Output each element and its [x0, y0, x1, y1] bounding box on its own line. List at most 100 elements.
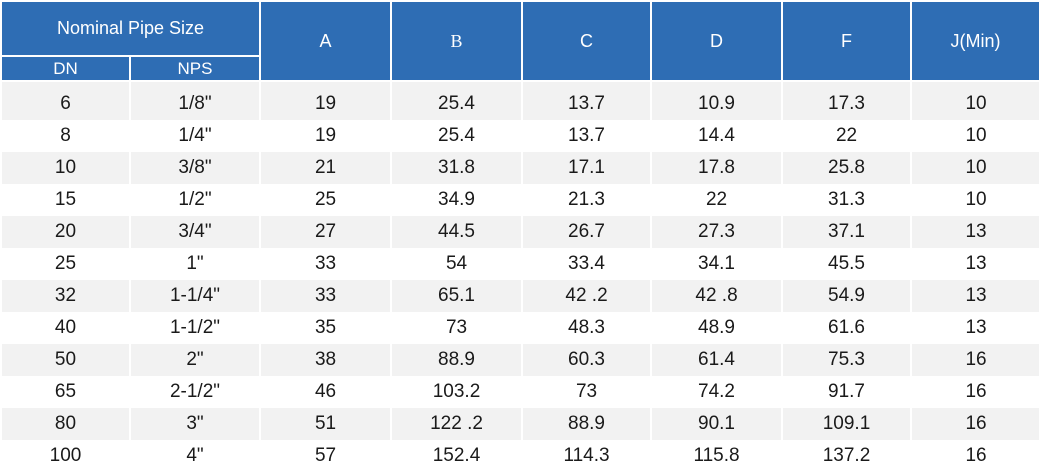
cell-dn: 10 [0, 152, 130, 184]
cell-dn: 80 [0, 408, 130, 440]
cell-a: 25 [259, 184, 392, 216]
cell-f: 25.8 [781, 152, 912, 184]
cell-d: 17.8 [650, 152, 783, 184]
cell-a: 51 [259, 408, 392, 440]
cell-a: 33 [259, 248, 392, 280]
cell-dn: 50 [0, 344, 130, 376]
cell-j: 16 [910, 440, 1039, 472]
cell-c: 42 .2 [521, 280, 652, 312]
cell-nps: 3/4" [128, 216, 261, 248]
cell-c: 88.9 [521, 408, 652, 440]
cell-a: 33 [259, 280, 392, 312]
cell-d: 34.1 [650, 248, 783, 280]
cell-a: 27 [259, 216, 392, 248]
cell-d: 10.9 [650, 81, 783, 120]
table-row: 40 1-1/2" 35 73 48.3 48.9 61.6 13 [0, 312, 1039, 344]
cell-nps: 3" [128, 408, 261, 440]
cell-f: 22 [781, 120, 912, 152]
table-row: 6 1/8" 19 25.4 13.7 10.9 17.3 10 [0, 81, 1039, 120]
cell-d: 115.8 [650, 440, 783, 472]
table-row: 80 3" 51 122 .2 88.9 90.1 109.1 16 [0, 408, 1039, 440]
cell-c: 21.3 [521, 184, 652, 216]
cell-nps: 1" [128, 248, 261, 280]
cell-f: 137.2 [781, 440, 912, 472]
cell-d: 27.3 [650, 216, 783, 248]
cell-a: 46 [259, 376, 392, 408]
cell-nps: 1-1/4" [128, 280, 261, 312]
cell-dn: 6 [0, 81, 130, 120]
cell-b: 73 [390, 312, 523, 344]
cell-j: 16 [910, 376, 1039, 408]
cell-a: 35 [259, 312, 392, 344]
cell-j: 10 [910, 81, 1039, 120]
cell-c: 73 [521, 376, 652, 408]
cell-j: 16 [910, 408, 1039, 440]
header-d: D [650, 0, 784, 82]
cell-dn: 20 [0, 216, 130, 248]
cell-b: 152.4 [390, 440, 523, 472]
header-dn: DN [0, 55, 131, 82]
cell-c: 60.3 [521, 344, 652, 376]
cell-j: 13 [910, 280, 1039, 312]
cell-dn: 40 [0, 312, 130, 344]
cell-b: 44.5 [390, 216, 523, 248]
cell-f: 37.1 [781, 216, 912, 248]
cell-a: 19 [259, 81, 392, 120]
table-body: 6 1/8" 19 25.4 13.7 10.9 17.3 10 8 1/4" 19 25.4 13.7… [0, 81, 1039, 472]
cell-f: 31.3 [781, 184, 912, 216]
cell-j: 10 [910, 152, 1039, 184]
cell-b: 122 .2 [390, 408, 523, 440]
cell-d: 14.4 [650, 120, 783, 152]
cell-dn: 25 [0, 248, 130, 280]
header-b: B [390, 0, 524, 82]
header-nps: NPS [128, 55, 262, 82]
cell-j: 16 [910, 344, 1039, 376]
table-row: 8 1/4" 19 25.4 13.7 14.4 22 10 [0, 120, 1039, 152]
cell-b: 88.9 [390, 344, 523, 376]
cell-nps: 4" [128, 440, 261, 472]
cell-dn: 100 [0, 440, 130, 472]
cell-a: 19 [259, 120, 392, 152]
cell-b: 25.4 [390, 81, 523, 120]
cell-dn: 15 [0, 184, 130, 216]
table-row: 32 1-1/4" 33 65.1 42 .2 42 .8 54.9 13 [0, 280, 1039, 312]
cell-f: 61.6 [781, 312, 912, 344]
header-nominal-pipe-size: Nominal Pipe Size [0, 0, 262, 57]
table-row: 25 1" 33 54 33.4 34.1 45.5 13 [0, 248, 1039, 280]
header-j-min: J(Min) [910, 0, 1039, 82]
header-c: C [521, 0, 653, 82]
cell-dn: 65 [0, 376, 130, 408]
cell-d: 48.9 [650, 312, 783, 344]
cell-d: 42 .8 [650, 280, 783, 312]
table-row: 20 3/4" 27 44.5 26.7 27.3 37.1 13 [0, 216, 1039, 248]
cell-b: 25.4 [390, 120, 523, 152]
cell-nps: 1/8" [128, 81, 261, 120]
cell-b: 34.9 [390, 184, 523, 216]
cell-f: 45.5 [781, 248, 912, 280]
cell-j: 10 [910, 184, 1039, 216]
cell-d: 74.2 [650, 376, 783, 408]
cell-f: 109.1 [781, 408, 912, 440]
cell-dn: 32 [0, 280, 130, 312]
cell-f: 75.3 [781, 344, 912, 376]
cell-f: 54.9 [781, 280, 912, 312]
cell-dn: 8 [0, 120, 130, 152]
cell-j: 13 [910, 216, 1039, 248]
cell-j: 13 [910, 312, 1039, 344]
cell-c: 13.7 [521, 81, 652, 120]
header-a: A [259, 0, 393, 82]
table-row: 65 2-1/2" 46 103.2 73 74.2 91.7 16 [0, 376, 1039, 408]
cell-nps: 2" [128, 344, 261, 376]
cell-b: 103.2 [390, 376, 523, 408]
cell-nps: 2-1/2" [128, 376, 261, 408]
cell-f: 17.3 [781, 81, 912, 120]
cell-nps: 3/8" [128, 152, 261, 184]
header-f: F [781, 0, 913, 82]
cell-c: 114.3 [521, 440, 652, 472]
cell-c: 33.4 [521, 248, 652, 280]
table-row: 15 1/2" 25 34.9 21.3 22 31.3 10 [0, 184, 1039, 216]
cell-c: 17.1 [521, 152, 652, 184]
table-row: 50 2" 38 88.9 60.3 61.4 75.3 16 [0, 344, 1039, 376]
cell-j: 10 [910, 120, 1039, 152]
